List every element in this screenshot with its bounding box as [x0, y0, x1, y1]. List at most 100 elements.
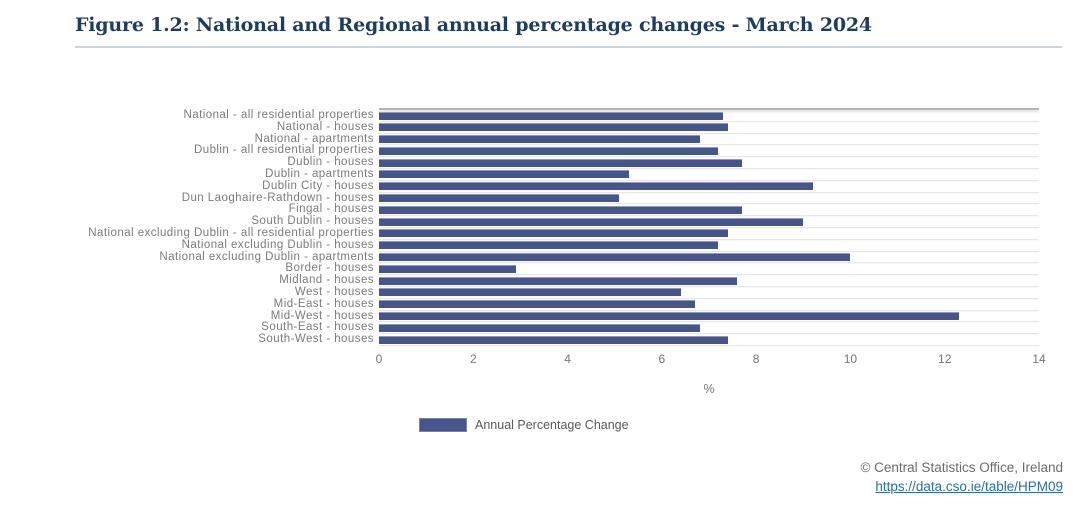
category-label: Dublin City - houses: [262, 179, 374, 192]
bar: [379, 312, 959, 321]
row-band: [379, 157, 1039, 169]
footer: © Central Statistics Office, Ireland htt…: [860, 460, 1063, 496]
category-label: Midland - houses: [279, 274, 374, 287]
chart-rows: National - all residential properties Nat…: [0, 109, 1039, 346]
row-band: [379, 228, 1039, 240]
bar: [379, 205, 742, 214]
bar: [379, 146, 719, 155]
category-label: National excluding Dublin - houses: [181, 238, 374, 251]
bar: [379, 276, 738, 285]
x-tick-label: 0: [375, 352, 383, 366]
category-label: Dublin - all residential properties: [193, 144, 374, 157]
chart-row: South-East - houses: [0, 321, 1039, 335]
category-label: National excluding Dublin - all resident…: [88, 226, 374, 239]
x-tick-label: 8: [752, 352, 760, 366]
bar: [379, 288, 681, 297]
row-band: [379, 169, 1039, 181]
row-band: [379, 181, 1039, 193]
category-label: Dun Laoghaire-Rathdown - houses: [181, 191, 374, 204]
row-band: [379, 299, 1039, 311]
row-band: [379, 287, 1039, 299]
chart-row: Dublin - houses: [0, 156, 1039, 169]
legend: Annual Percentage Change: [419, 418, 629, 432]
bar-chart: National - all residential properties Nat…: [0, 108, 1039, 348]
chart-row: National excluding Dublin - all resident…: [0, 226, 1039, 240]
chart-row: Dublin - all residential properties: [0, 144, 1039, 158]
chart-row: National - houses: [0, 120, 1039, 134]
legend-swatch: [419, 418, 467, 432]
copyright-text: © Central Statistics Office, Ireland: [860, 460, 1063, 475]
row-band: [379, 240, 1039, 252]
chart-row: Dublin - apartments: [0, 167, 1039, 181]
chart-row: Fingal - houses: [0, 203, 1039, 217]
row-band: [379, 275, 1039, 287]
bar: [379, 135, 700, 144]
row-band: [379, 193, 1039, 205]
bar: [379, 217, 804, 226]
category-label: Dublin - apartments: [265, 167, 374, 180]
plot-top-border: [379, 108, 1039, 110]
row-band: [379, 322, 1039, 335]
category-label: National - all residential properties: [183, 109, 374, 121]
bar: [379, 323, 700, 332]
bar: [379, 194, 620, 203]
chart-row: West - houses: [0, 285, 1039, 299]
row-band: [379, 145, 1039, 158]
title-rule: [75, 46, 1062, 48]
row-band: [379, 311, 1039, 323]
row-band: [379, 122, 1039, 134]
row-band: [379, 263, 1039, 276]
figure-title: Figure 1.2: National and Regional annual…: [75, 14, 872, 36]
x-tick-label: 4: [564, 352, 571, 366]
chart-row: National - all residential properties: [0, 109, 1039, 122]
source-link[interactable]: https://data.cso.ie/table/HPM09: [875, 479, 1063, 494]
row-band: [379, 204, 1039, 217]
category-label: National excluding Dublin - apartments: [159, 250, 374, 263]
bar: [379, 264, 516, 273]
category-label: Mid-East - houses: [273, 297, 374, 310]
chart-row: South-West - houses: [0, 333, 1039, 346]
bar: [379, 111, 724, 120]
chart-row: Mid-East - houses: [0, 297, 1039, 311]
category-label: South Dublin - houses: [251, 215, 374, 228]
x-axis-label: %: [703, 382, 715, 396]
x-tick-label: 6: [658, 352, 666, 366]
row-band: [379, 216, 1039, 228]
bar: [379, 335, 728, 344]
bar: [379, 158, 742, 167]
row-band: [379, 110, 1039, 122]
x-tick-label: 14: [1032, 352, 1046, 366]
category-label: South-West - houses: [258, 333, 374, 346]
bar: [379, 170, 629, 179]
row-band: [379, 134, 1039, 146]
category-label: Fingal - houses: [288, 203, 374, 216]
chart-row: National - apartments: [0, 132, 1039, 146]
category-label: Mid-West - houses: [270, 309, 374, 322]
category-label: Dublin - houses: [287, 156, 374, 169]
x-tick-label: 2: [469, 352, 477, 366]
bar: [379, 253, 851, 262]
chart-row: National excluding Dublin - apartments: [0, 250, 1039, 264]
category-label: National - houses: [276, 120, 374, 133]
chart-row: South Dublin - houses: [0, 215, 1039, 228]
bar: [379, 241, 719, 250]
chart-row: Dun Laoghaire-Rathdown - houses: [0, 191, 1039, 205]
category-label: West - houses: [294, 285, 374, 298]
bar: [379, 229, 728, 238]
chart-row: Dublin City - houses: [0, 179, 1039, 193]
category-label: National - apartments: [254, 132, 374, 145]
x-axis: 0 2 4 6 8 10 12 14: [375, 352, 1046, 368]
chart-row: Border - houses: [0, 262, 1039, 276]
category-label: Border - houses: [285, 262, 374, 275]
bar: [379, 123, 728, 132]
legend-label: Annual Percentage Change: [475, 418, 629, 432]
category-label: South-East - houses: [261, 321, 374, 334]
chart-row: National excluding Dublin - houses: [0, 238, 1039, 252]
chart-row: Midland - houses: [0, 274, 1039, 287]
row-band: [379, 252, 1039, 264]
bar: [379, 300, 695, 309]
x-tick-label: 12: [938, 352, 952, 366]
row-band: [379, 334, 1039, 346]
x-tick-label: 10: [843, 352, 858, 366]
